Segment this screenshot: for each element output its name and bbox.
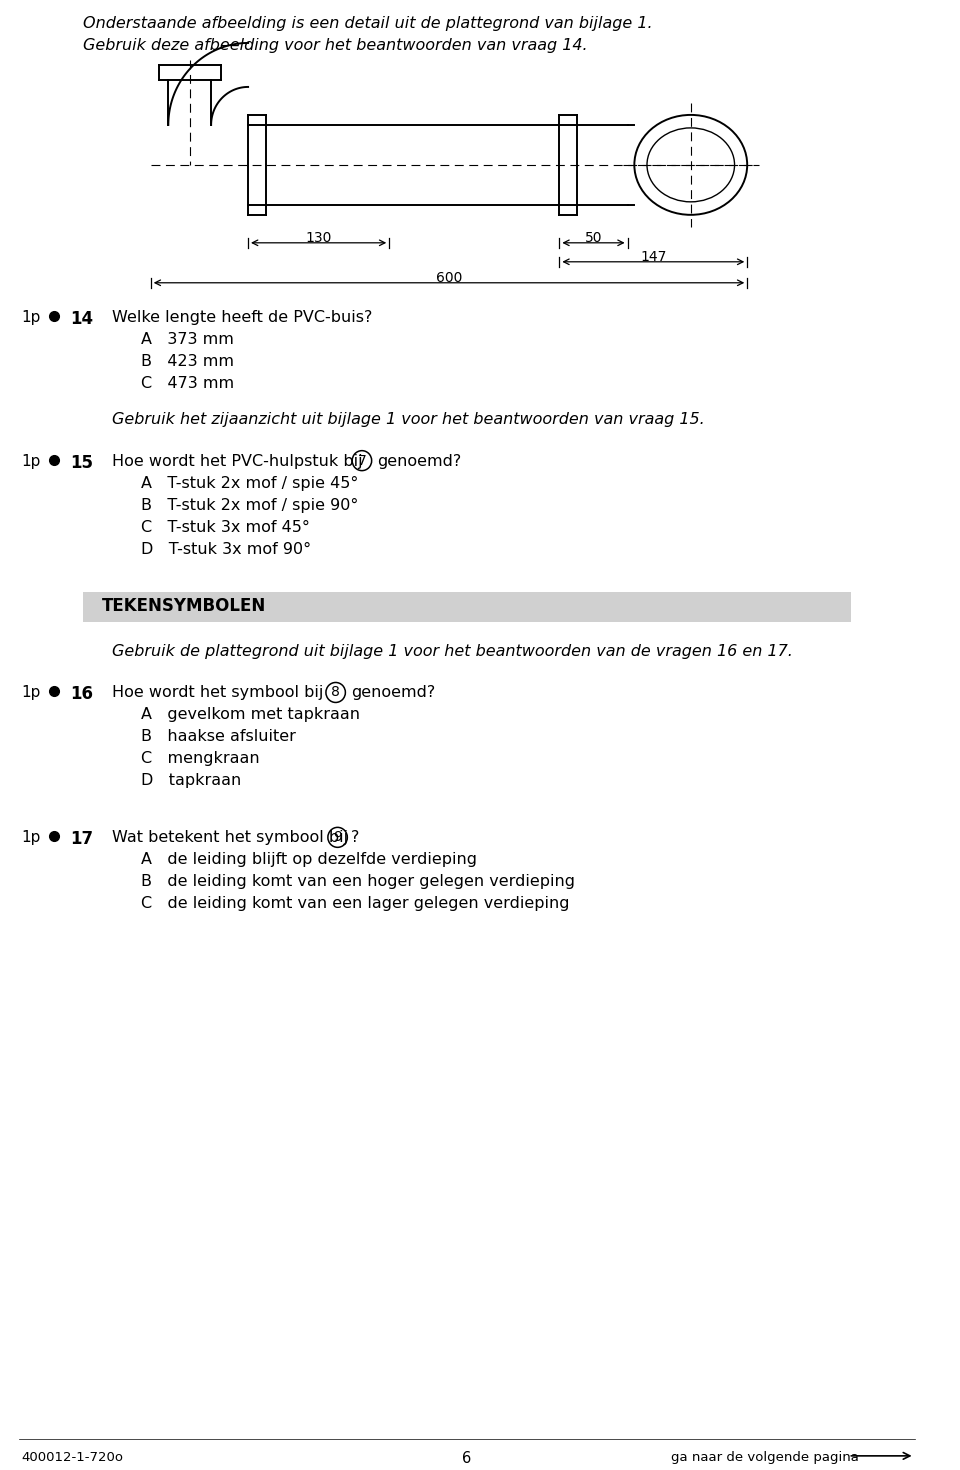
Text: TEKENSYMBOLEN: TEKENSYMBOLEN [102,597,267,614]
Text: ?: ? [351,831,360,845]
Text: genoemd?: genoemd? [377,454,462,469]
Text: Hoe wordt het symbool bij: Hoe wordt het symbool bij [112,685,324,701]
Bar [83,591,852,622]
Text: B   T-stuk 2x mof / spie 90°: B T-stuk 2x mof / spie 90° [141,498,358,513]
Text: Onderstaande afbeelding is een detail uit de plattegrond van bijlage 1.: Onderstaande afbeelding is een detail ui… [83,16,653,31]
Text: 147: 147 [640,250,666,263]
Text: 1p: 1p [21,831,40,845]
Text: 7: 7 [357,454,367,467]
Text: C   473 mm: C 473 mm [141,376,234,391]
Text: 50: 50 [585,231,602,245]
Text: 1p: 1p [21,685,40,701]
Text: 8: 8 [331,685,340,700]
Text: Gebruik het zijaanzicht uit bijlage 1 voor het beantwoorden van vraag 15.: Gebruik het zijaanzicht uit bijlage 1 vo… [112,412,705,426]
Text: Hoe wordt het PVC-hulpstuk bij: Hoe wordt het PVC-hulpstuk bij [112,454,363,469]
Text: A   373 mm: A 373 mm [141,332,234,347]
Text: C   T-stuk 3x mof 45°: C T-stuk 3x mof 45° [141,519,310,535]
Text: D   T-stuk 3x mof 90°: D T-stuk 3x mof 90° [141,541,311,557]
Text: Wat betekent het symbool bij: Wat betekent het symbool bij [112,831,348,845]
Text: Welke lengte heeft de PVC-buis?: Welke lengte heeft de PVC-buis? [112,310,372,325]
Text: 1p: 1p [21,310,40,325]
Text: 17: 17 [70,831,93,848]
Text: A   T-stuk 2x mof / spie 45°: A T-stuk 2x mof / spie 45° [141,476,358,491]
Text: B   423 mm: B 423 mm [141,354,234,369]
Text: D   tapkraan: D tapkraan [141,773,241,788]
Text: Gebruik deze afbeelding voor het beantwoorden van vraag 14.: Gebruik deze afbeelding voor het beantwo… [83,38,588,53]
Text: 15: 15 [70,454,93,472]
Text: Gebruik de plattegrond uit bijlage 1 voor het beantwoorden van de vragen 16 en 1: Gebruik de plattegrond uit bijlage 1 voo… [112,644,793,659]
Text: 130: 130 [305,231,332,245]
Text: 16: 16 [70,685,93,704]
Text: C   de leiding komt van een lager gelegen verdieping: C de leiding komt van een lager gelegen … [141,897,569,911]
Text: 14: 14 [70,310,93,328]
Text: 1p: 1p [21,454,40,469]
Text: 600: 600 [436,270,462,285]
Text: 9: 9 [333,831,342,844]
Text: A   de leiding blijft op dezelfde verdieping: A de leiding blijft op dezelfde verdiepi… [141,853,477,867]
Text: genoemd?: genoemd? [351,685,436,701]
Text: 400012-1-720o: 400012-1-720o [21,1451,124,1464]
Text: ga naar de volgende pagina: ga naar de volgende pagina [671,1451,859,1464]
Text: B   haakse afsluiter: B haakse afsluiter [141,729,296,744]
Text: C   mengkraan: C mengkraan [141,751,260,766]
Text: 6: 6 [463,1451,471,1466]
Text: A   gevelkom met tapkraan: A gevelkom met tapkraan [141,707,360,722]
Text: B   de leiding komt van een hoger gelegen verdieping: B de leiding komt van een hoger gelegen … [141,875,575,889]
